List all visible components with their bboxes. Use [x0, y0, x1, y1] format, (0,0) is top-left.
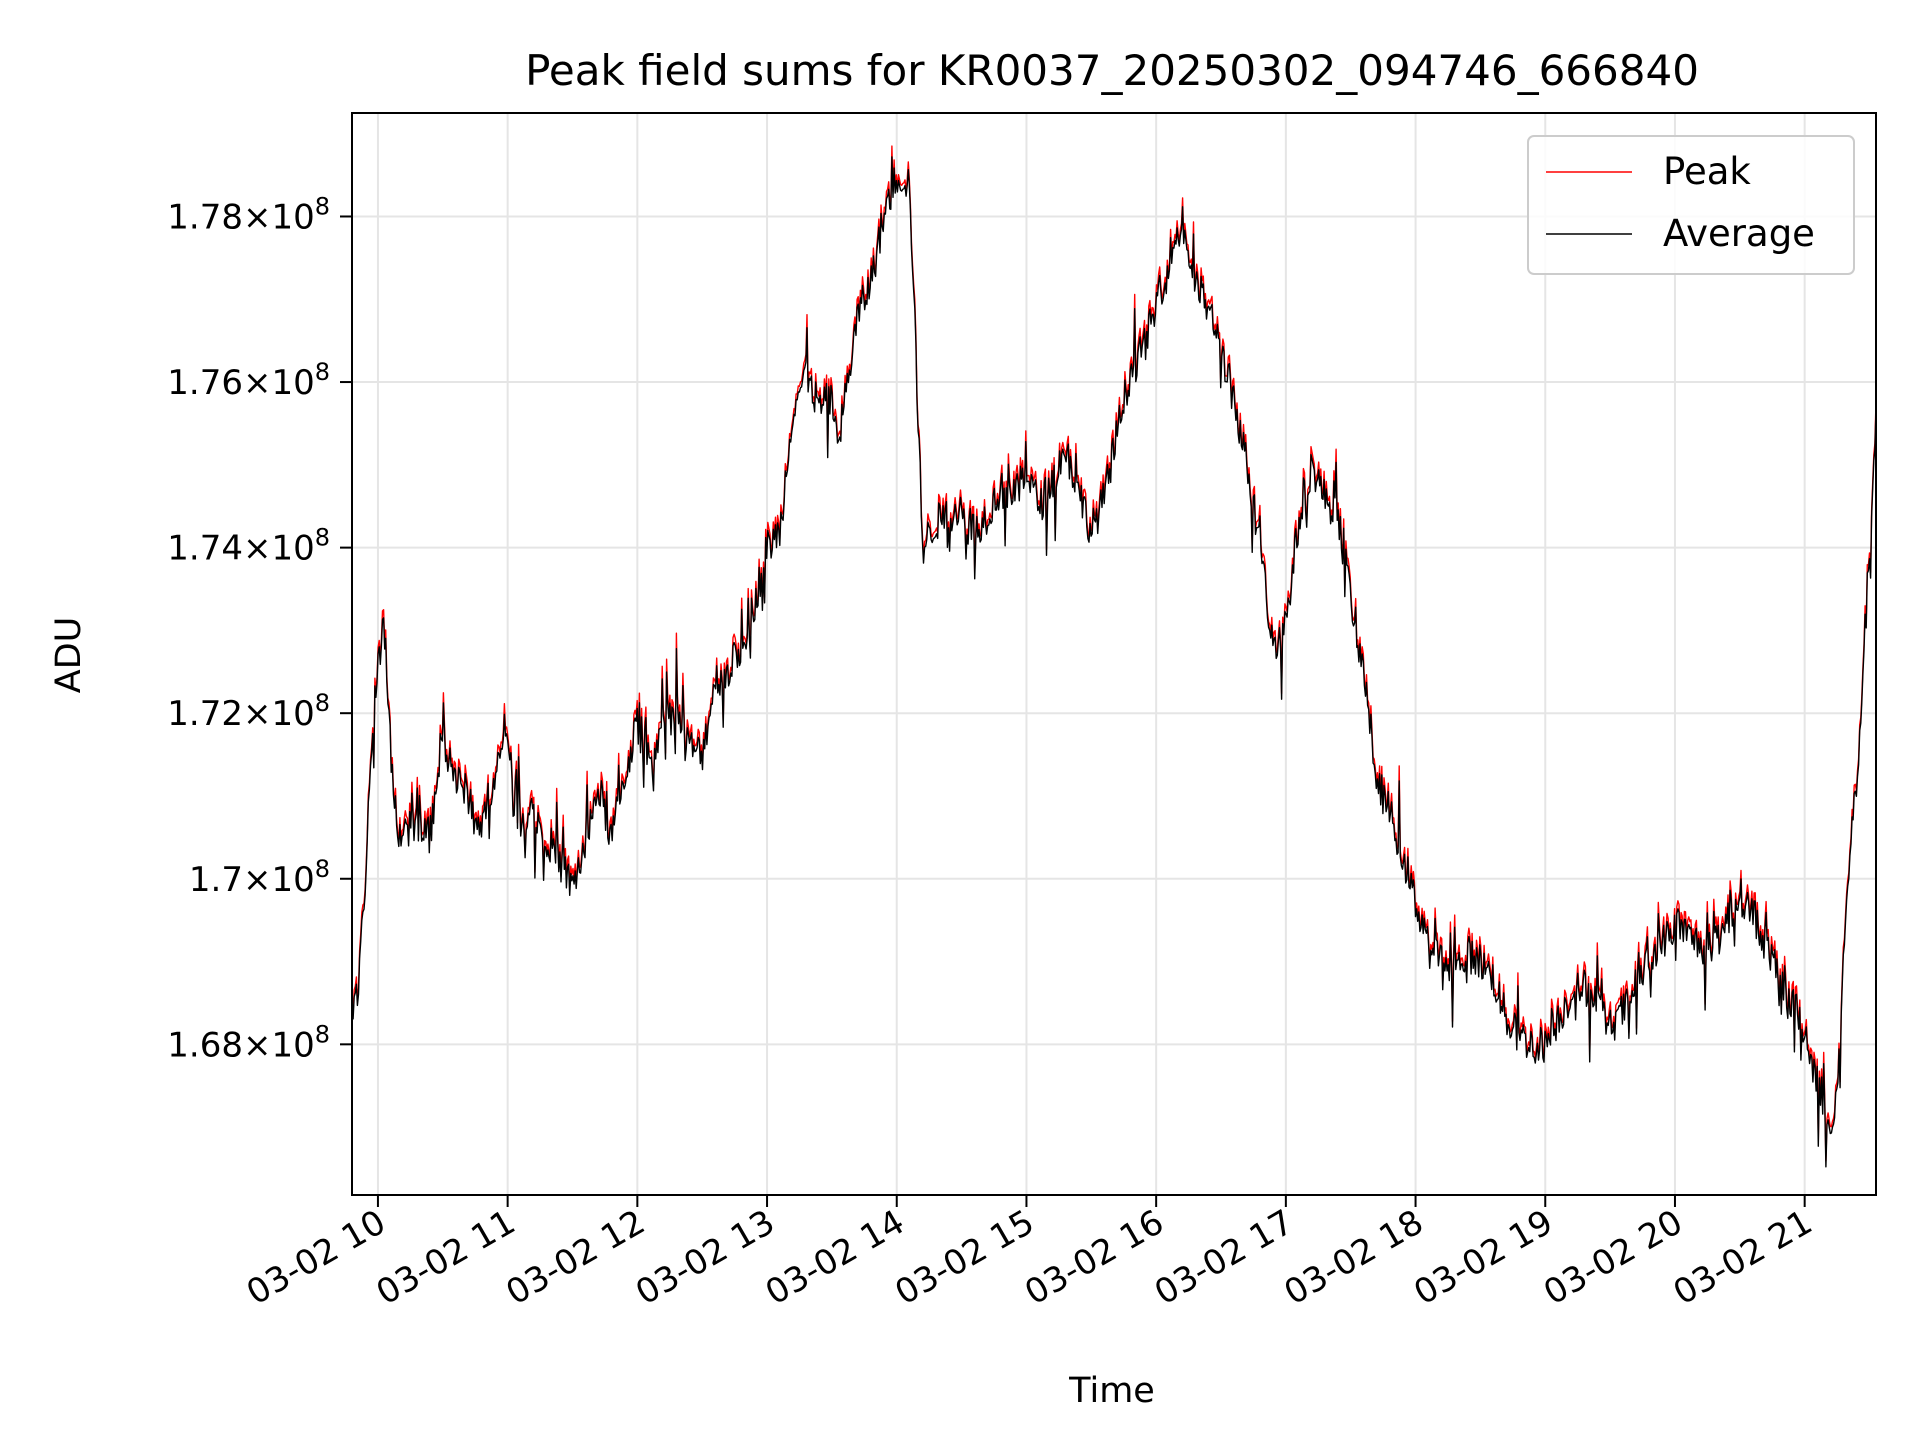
y-axis-ticks: 1.68×108 1.7×108 1.72×108 1.74×108 1.76×108 1…	[167, 192, 352, 1065]
legend-label-peak: Peak	[1663, 150, 1751, 193]
legend-box	[1527, 135, 1855, 275]
x-axis-label: Time	[1068, 1371, 1155, 1411]
series-line-average	[351, 156, 1877, 1168]
y-tick-label: 1.72×108	[167, 689, 330, 734]
legend-label-average: Average	[1663, 212, 1815, 255]
y-tick-label: 1.68×108	[167, 1020, 330, 1065]
y-tick-label: 1.78×108	[167, 192, 330, 237]
chart-title: Peak field sums for KR0037_20250302_0947…	[525, 46, 1699, 95]
y-tick-label: 1.76×108	[167, 358, 330, 403]
legend: Peak Average	[1527, 135, 1855, 275]
y-tick-label: 1.74×108	[167, 524, 330, 569]
y-tick-label: 1.7×108	[189, 855, 330, 900]
axes-frame	[351, 112, 1877, 1196]
y-axis-label: ADU	[49, 617, 89, 694]
series-lines	[351, 145, 1877, 1168]
grid-lines	[352, 113, 1876, 1195]
